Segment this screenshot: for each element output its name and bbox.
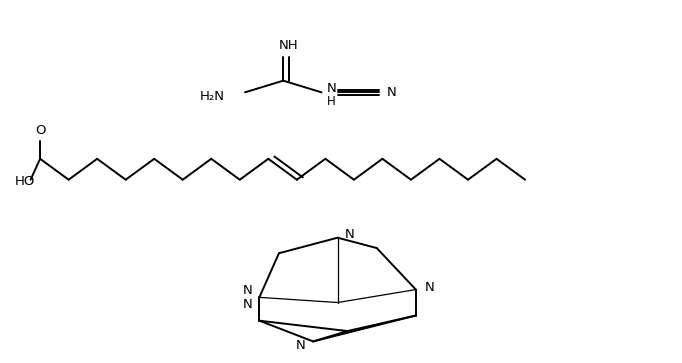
Text: H: H [327, 95, 336, 108]
Text: N: N [242, 298, 252, 311]
Text: N: N [327, 82, 337, 95]
Text: HO: HO [15, 175, 35, 188]
Text: NH: NH [279, 39, 299, 52]
Text: N: N [425, 281, 434, 294]
Text: N: N [296, 339, 306, 351]
Text: N: N [387, 86, 396, 99]
Text: O: O [35, 124, 46, 137]
Text: N: N [345, 228, 355, 241]
Text: N: N [242, 284, 252, 297]
Text: H₂N: H₂N [200, 90, 224, 103]
